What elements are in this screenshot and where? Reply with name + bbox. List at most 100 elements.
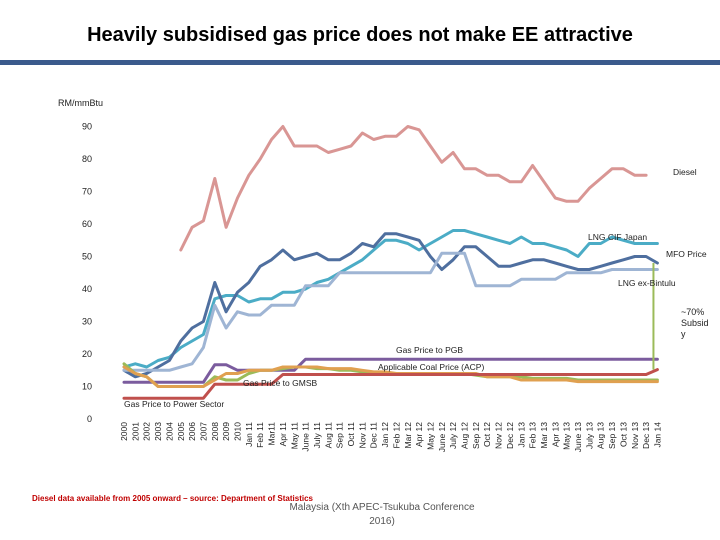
x-tick-label: Apr 11 [278, 422, 288, 447]
data-point-gas-price-to-power-sector [429, 373, 432, 376]
data-point-applicable-coal-price-acp [225, 379, 227, 381]
data-point-diesel [214, 177, 216, 180]
data-point-mfo-price [145, 372, 148, 375]
data-point-mfo-price [248, 281, 250, 284]
data-point-mfo-price [509, 265, 511, 268]
x-tick-label: May 13 [562, 422, 572, 450]
data-point-gas-price-to-pgb [338, 358, 341, 361]
x-tick-label: 2004 [164, 422, 174, 441]
series-labels: Diesel LNG CIF Japan MFO Price LNG ex-Bintu… [124, 167, 709, 409]
data-point-gas-price-to-gmsb [225, 372, 227, 375]
data-point-gas-price-to-pgb [168, 381, 171, 384]
data-point-gas-price-to-power-sector [145, 397, 148, 400]
data-point-lng-ex-bintulu [134, 369, 137, 372]
data-point-gas-price-to-gmsb [338, 367, 341, 370]
data-point-gas-price-to-gmsb [236, 372, 239, 375]
data-point-gas-price-to-pgb [452, 358, 454, 361]
data-point-gas-price-to-power-sector [168, 397, 171, 400]
data-point-gas-price-to-power-sector [565, 373, 568, 376]
data-point-gas-price-to-power-sector [622, 373, 625, 376]
x-tick-label: June 13 [573, 422, 583, 453]
data-point-gas-price-to-pgb [372, 358, 375, 361]
data-point-lng-ex-bintulu [293, 304, 296, 307]
data-point-lng-cif-japan [497, 239, 500, 242]
data-point-gas-price-to-power-sector [577, 373, 579, 376]
data-point-gas-price-to-power-sector [384, 373, 386, 376]
data-point-lng-ex-bintulu [270, 304, 273, 307]
data-point-lng-ex-bintulu [248, 314, 250, 316]
subsidy-annotation-line: ~70% [681, 307, 704, 317]
data-point-lng-ex-bintulu [577, 272, 579, 274]
data-point-gas-price-to-pgb [361, 358, 364, 361]
y-tick-label: 40 [82, 284, 92, 294]
data-point-gas-price-to-pgb [429, 358, 432, 361]
data-point-diesel [407, 125, 409, 128]
x-tick-label: Jan 12 [380, 422, 390, 448]
data-point-mfo-price [441, 268, 443, 271]
x-tick-label: Apr 12 [414, 422, 424, 447]
x-tick-label: Oct 13 [618, 422, 628, 447]
data-point-lng-ex-bintulu [429, 272, 432, 274]
data-point-diesel [361, 132, 364, 134]
data-point-lng-ex-bintulu [497, 285, 500, 287]
data-point-gas-price-to-power-sector [497, 373, 500, 376]
data-point-mfo-price [134, 376, 137, 378]
data-point-mfo-price [577, 268, 579, 271]
data-point-diesel [327, 151, 330, 154]
x-tick-label: Sep 13 [607, 422, 617, 449]
data-point-gas-price-to-pgb [611, 358, 613, 361]
x-axis: 2000 2001 2002 2003 2004 2005 2006 2007 2008 2009… [119, 422, 662, 453]
data-point-gas-price-to-pgb [304, 358, 307, 361]
data-point-diesel [304, 145, 307, 147]
y-axis-unit-label: RM/mmBtu [58, 98, 103, 108]
data-point-mfo-price [180, 340, 182, 342]
data-point-gas-price-to-power-sector [531, 373, 534, 376]
data-point-gas-price-to-power-sector [236, 383, 239, 386]
data-point-gas-price-to-power-sector [418, 373, 420, 376]
data-point-gas-price-to-power-sector [293, 373, 296, 376]
x-tick-label: Mar 13 [539, 422, 549, 449]
data-point-mfo-price [293, 259, 296, 261]
series-label-applicable-coal-price-acp: Applicable Coal Price (ACP) [378, 362, 484, 372]
data-point-lng-ex-bintulu [634, 268, 636, 271]
x-tick-label: Dec 11 [369, 422, 379, 449]
data-point-gas-price-to-power-sector [248, 383, 250, 386]
data-point-gas-price-to-pgb [123, 381, 125, 384]
data-point-gas-price-to-power-sector [407, 373, 409, 376]
data-point-gas-price-to-pgb [145, 381, 148, 384]
y-tick-label: 10 [82, 382, 92, 392]
y-tick-label: 90 [82, 122, 92, 132]
data-point-lng-cif-japan [509, 242, 511, 245]
data-point-gas-price-to-pgb [191, 381, 193, 384]
data-point-gas-price-to-pgb [316, 358, 318, 361]
data-point-lng-cif-japan [520, 236, 523, 238]
data-point-mfo-price [384, 233, 386, 235]
data-point-gas-price-to-pgb [134, 381, 137, 384]
data-point-diesel [463, 168, 466, 170]
data-point-diesel [497, 174, 500, 177]
data-point-gas-price-to-gmsb [497, 376, 500, 378]
data-point-gas-price-to-power-sector [509, 373, 511, 376]
data-point-gas-price-to-gmsb [248, 369, 250, 372]
data-point-applicable-coal-price-acp [248, 372, 250, 375]
data-point-gas-price-to-gmsb [384, 371, 386, 373]
data-point-mfo-price [588, 268, 591, 271]
data-point-gas-price-to-power-sector [599, 373, 602, 376]
data-point-lng-cif-japan [282, 291, 284, 294]
x-tick-label: Oct 12 [482, 422, 492, 447]
data-point-diesel [180, 249, 182, 251]
data-point-gas-price-to-gmsb [588, 380, 591, 383]
page-title: Heavily subsidised gas price does not ma… [87, 24, 633, 46]
data-point-diesel [531, 164, 534, 167]
data-point-gas-price-to-pgb [520, 358, 523, 361]
data-point-applicable-coal-price-acp [520, 376, 523, 378]
x-tick-label: Feb 12 [391, 422, 401, 449]
data-point-gas-price-to-power-sector [554, 373, 557, 376]
data-point-mfo-price [395, 233, 398, 235]
data-point-gas-price-to-gmsb [316, 366, 318, 368]
data-point-gas-price-to-power-sector [463, 373, 466, 376]
data-point-lng-ex-bintulu [531, 278, 534, 281]
data-point-lng-cif-japan [543, 242, 545, 245]
data-point-mfo-price [338, 259, 341, 261]
data-point-diesel [225, 226, 227, 229]
